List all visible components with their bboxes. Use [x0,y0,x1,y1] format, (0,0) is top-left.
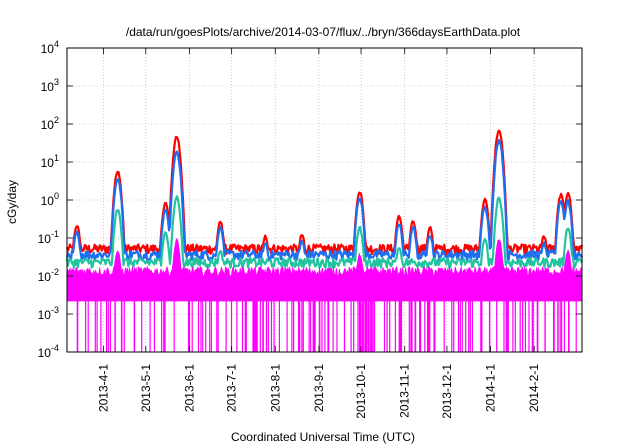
x-tick-label: 2014-2-1 [527,364,541,412]
y-tick-label: 102 [41,115,59,132]
y-tick-label: 10-4 [38,343,59,360]
series-group [65,129,584,352]
y-tick-label: 10-1 [38,229,59,246]
y-axis-label: cGy/day [5,180,19,224]
y-tick-label: 100 [41,191,59,208]
x-tick-label: 2013-7-1 [225,364,239,412]
y-tick-label: 103 [41,77,59,94]
x-tick-label: 2013-5-1 [139,364,153,412]
x-tick-label: 2013-4-1 [97,364,111,412]
y-tick-label: 10-3 [38,305,59,322]
x-tick-label: 2013-11-1 [398,364,412,418]
x-tick-label: 2014-1-1 [484,364,498,412]
x-tick-label: 2013-10-1 [354,364,368,419]
y-tick-label: 104 [41,39,59,56]
x-tick-label: 2013-12-1 [440,364,454,419]
series-line [65,195,584,269]
axes: 10-4 10-3 10-2 10-1 100 101 102 103 104 2013-4-1 2… [38,39,583,419]
y-tick-label: 101 [41,153,59,170]
x-tick-label: 2013-8-1 [268,364,282,412]
series-line [65,129,584,256]
chart-title: /data/run/goesPlots/archive/2014-03-07/f… [126,25,521,39]
x-axis-label: Coordinated Universal Time (UTC) [231,430,415,444]
series-dropouts [76,301,577,352]
series-fill [66,237,583,302]
y-tick-label: 10-2 [38,267,59,284]
plot-frame [66,47,583,353]
series-line [65,138,584,262]
x-tick-label: 2013-6-1 [182,364,196,412]
x-tick-label: 2013-9-1 [312,364,326,412]
